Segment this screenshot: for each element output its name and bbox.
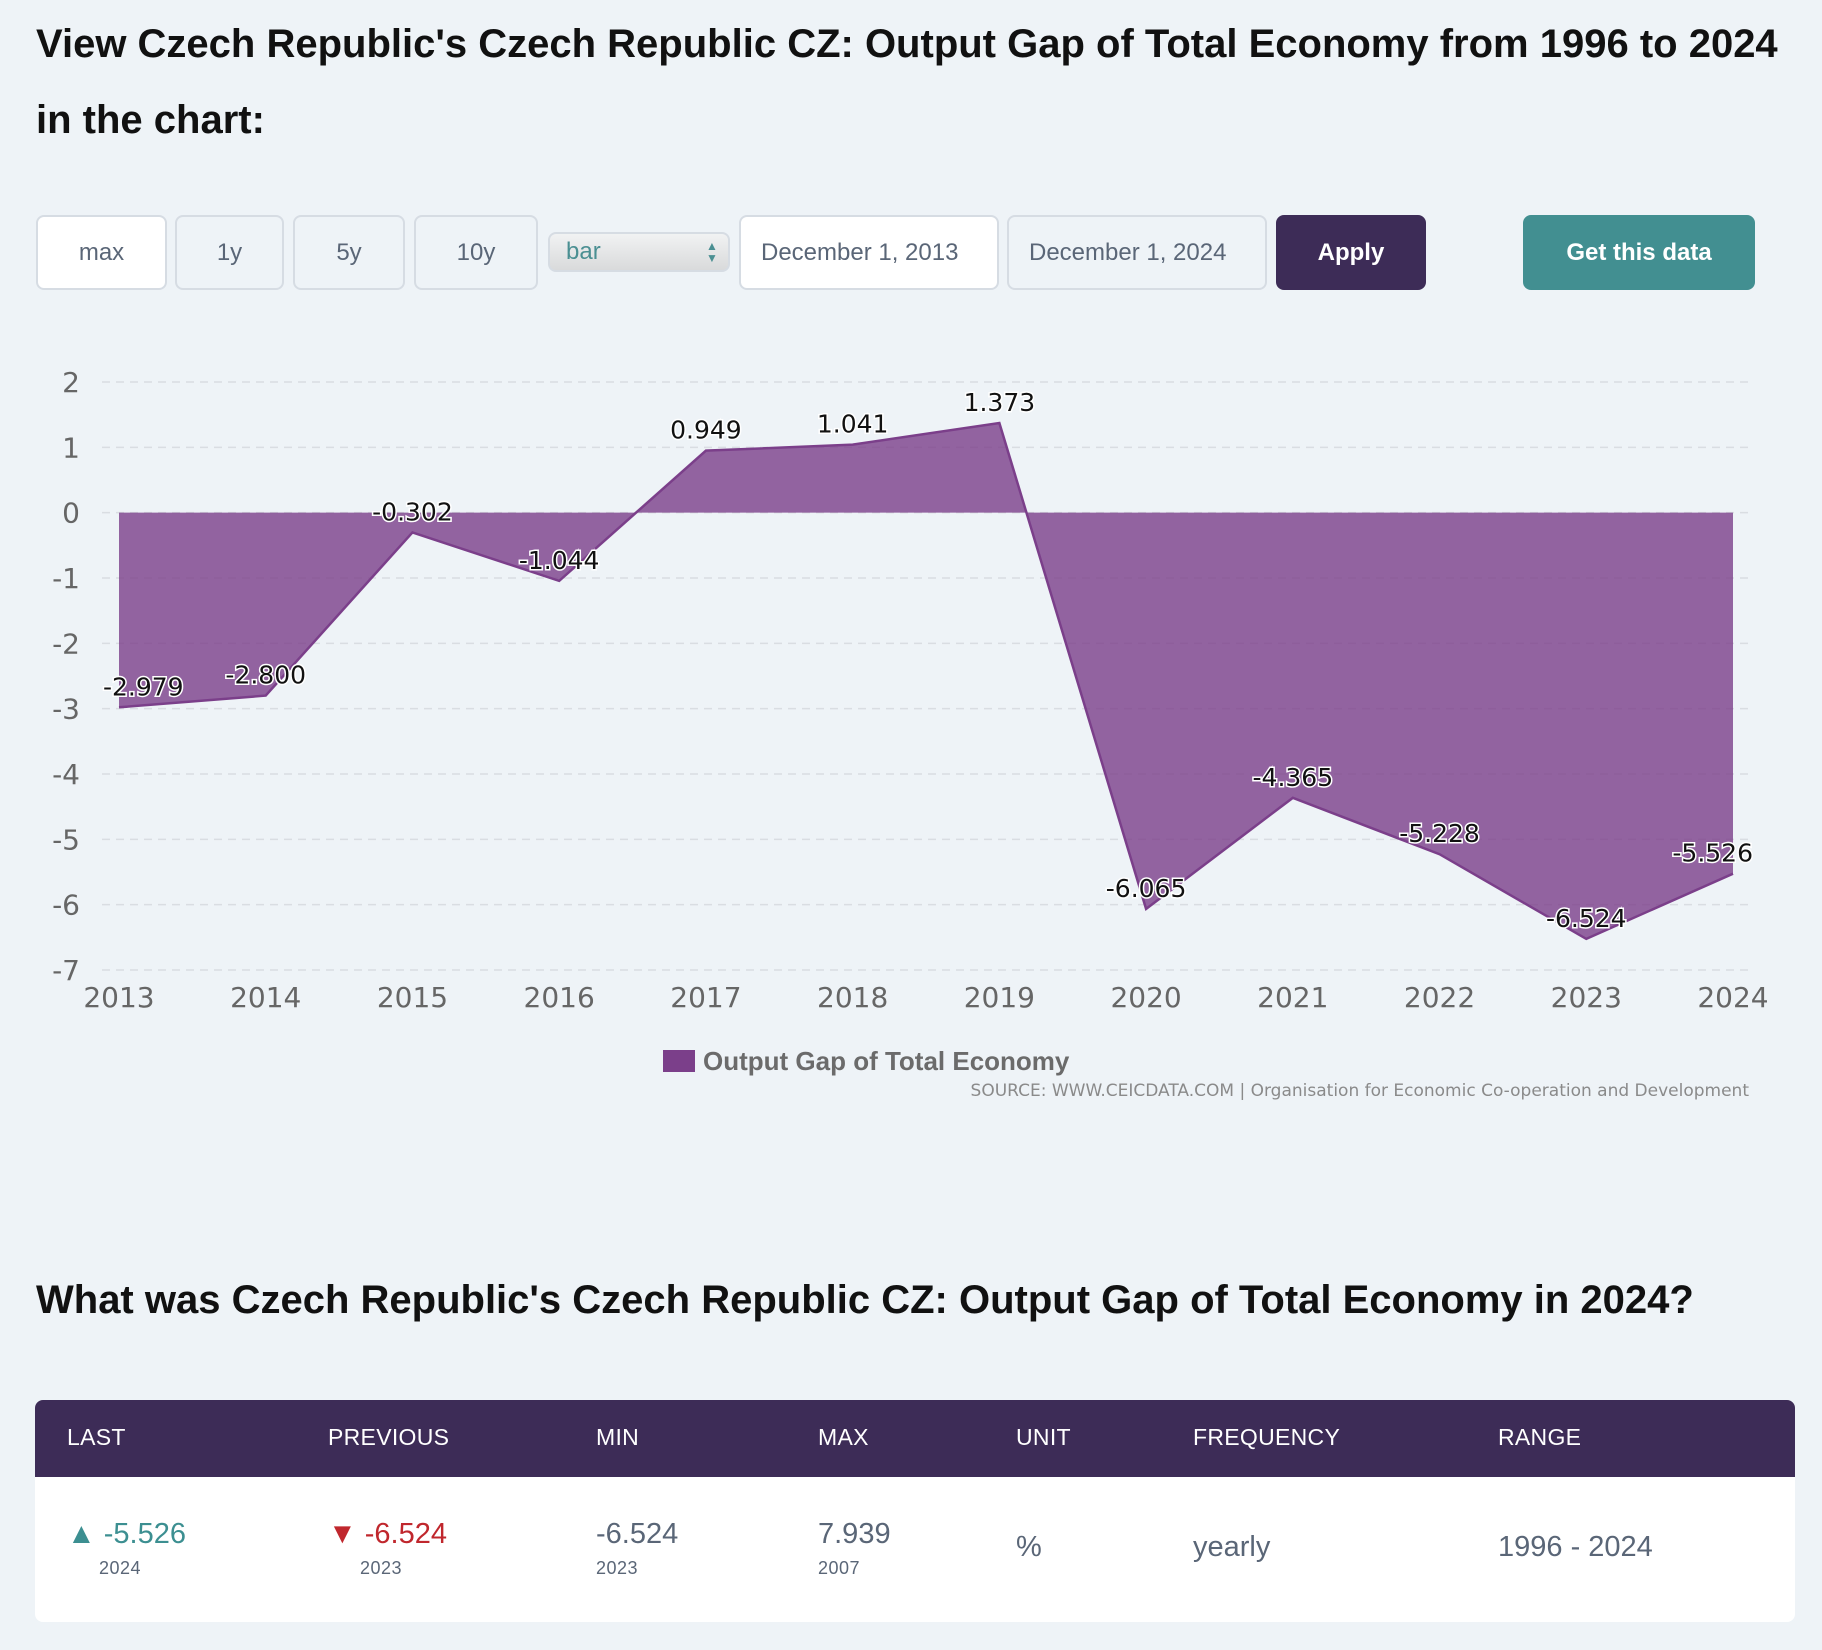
data-label: 0.949 — [670, 416, 742, 445]
y-tick-label: -4 — [52, 758, 80, 791]
min-year: 2023 — [596, 1558, 639, 1578]
apply-button[interactable]: Apply — [1276, 215, 1426, 290]
series-area — [119, 422, 1733, 939]
stats-header-row: LAST PREVIOUS MIN MAX UNIT FREQUENCY RAN… — [35, 1400, 1795, 1477]
x-axis: 2013 2014 2015 2016 2017 2018 2019 2020 2021 2022… — [83, 981, 1768, 1014]
previous-value-number: -6.524 — [364, 1518, 447, 1550]
x-tick-label: 2016 — [524, 981, 595, 1014]
y-tick-label: 0 — [62, 497, 80, 530]
up-arrow-icon: ▲ — [67, 1518, 96, 1550]
header-last: LAST — [67, 1424, 126, 1450]
legend-swatch — [663, 1050, 695, 1072]
legend-label[interactable]: Output Gap of Total Economy — [703, 1046, 1070, 1076]
range-5y-button[interactable]: 5y — [293, 215, 405, 290]
min-value: -6.524 — [596, 1518, 679, 1550]
data-label: -6.524 — [1546, 904, 1627, 933]
select-arrows-icon: ▲ ▼ — [706, 239, 718, 265]
data-label: -0.302 — [372, 497, 453, 526]
data-labels: -2.979 -2.800 -0.302 -1.044 0.949 1.041 1.373 -… — [102, 386, 1755, 934]
y-tick-label: -2 — [52, 627, 80, 660]
data-label: -2.800 — [225, 661, 306, 690]
end-date-input[interactable]: December 1, 2024 — [1007, 215, 1267, 290]
data-label: -2.979 — [103, 672, 184, 701]
header-max: MAX — [818, 1424, 869, 1450]
start-date-input[interactable]: December 1, 2013 — [739, 215, 999, 290]
max-value: 7.939 — [818, 1518, 891, 1550]
data-label: -4.365 — [1253, 763, 1334, 792]
header-min: MIN — [596, 1424, 640, 1450]
range-max-button[interactable]: max — [36, 215, 167, 290]
header-previous: PREVIOUS — [328, 1424, 450, 1450]
y-tick-label: -5 — [52, 823, 80, 856]
y-tick-label: -1 — [52, 562, 80, 595]
data-label: -5.526 — [1672, 839, 1753, 868]
last-year: 2024 — [99, 1558, 142, 1578]
unit-value: % — [1016, 1531, 1042, 1563]
down-arrow-icon: ▼ — [328, 1518, 357, 1550]
previous-value: ▼ -6.524 — [328, 1518, 447, 1551]
header-range: RANGE — [1498, 1424, 1582, 1450]
range-1y-button[interactable]: 1y — [175, 215, 284, 290]
x-tick-label: 2015 — [377, 981, 448, 1014]
last-value: ▲ -5.526 — [67, 1518, 186, 1551]
x-tick-label: 2024 — [1697, 981, 1768, 1014]
last-value-number: -5.526 — [103, 1518, 186, 1550]
series-line — [118, 421, 1734, 941]
x-tick-label: 2018 — [817, 981, 888, 1014]
y-axis: 2 1 0 -1 -2 -3 -4 -5 -6 -7 — [52, 366, 80, 987]
data-label: -6.065 — [1106, 874, 1187, 903]
chart-type-value: bar — [566, 238, 601, 265]
data-label: -1.044 — [519, 546, 600, 575]
y-tick-label: -3 — [52, 693, 80, 726]
x-tick-label: 2019 — [964, 981, 1035, 1014]
stats-table: LAST PREVIOUS MIN MAX UNIT FREQUENCY RAN… — [35, 1400, 1795, 1622]
x-tick-label: 2017 — [670, 981, 741, 1014]
y-tick-label: -7 — [52, 954, 80, 987]
page-title: View Czech Republic's Czech Republic CZ:… — [36, 22, 1778, 142]
x-tick-label: 2014 — [230, 981, 301, 1014]
y-tick-label: 1 — [62, 431, 80, 464]
data-label: 1.041 — [817, 410, 889, 439]
y-tick-label: -6 — [52, 889, 80, 922]
x-tick-label: 2013 — [83, 981, 154, 1014]
header-unit: UNIT — [1016, 1424, 1071, 1450]
range-10y-button[interactable]: 10y — [414, 215, 538, 290]
question-heading: What was Czech Republic's Czech Republic… — [36, 1278, 1694, 1322]
chart-source: SOURCE: WWW.CEICDATA.COM | Organisation … — [971, 1081, 1750, 1101]
legend[interactable]: Output Gap of Total Economy — [663, 1046, 1070, 1076]
chart-type-select[interactable]: bar ▲ ▼ — [548, 232, 730, 272]
header-frequency: FREQUENCY — [1193, 1424, 1341, 1450]
x-tick-label: 2021 — [1257, 981, 1328, 1014]
data-label: 1.373 — [964, 388, 1036, 417]
frequency-value: yearly — [1193, 1531, 1271, 1563]
max-year: 2007 — [818, 1558, 861, 1578]
y-tick-label: 2 — [62, 366, 80, 399]
previous-year: 2023 — [360, 1558, 403, 1578]
get-this-data-button[interactable]: Get this data — [1523, 215, 1755, 290]
x-tick-label: 2022 — [1404, 981, 1475, 1014]
data-label: -5.228 — [1399, 819, 1480, 848]
x-tick-label: 2023 — [1551, 981, 1622, 1014]
x-tick-label: 2020 — [1110, 981, 1181, 1014]
output-gap-chart: 2 1 0 -1 -2 -3 -4 -5 -6 -7 -2.979 -2.800 -0.302 -1.0… — [52, 366, 1769, 1101]
range-value: 1996 - 2024 — [1498, 1531, 1653, 1563]
